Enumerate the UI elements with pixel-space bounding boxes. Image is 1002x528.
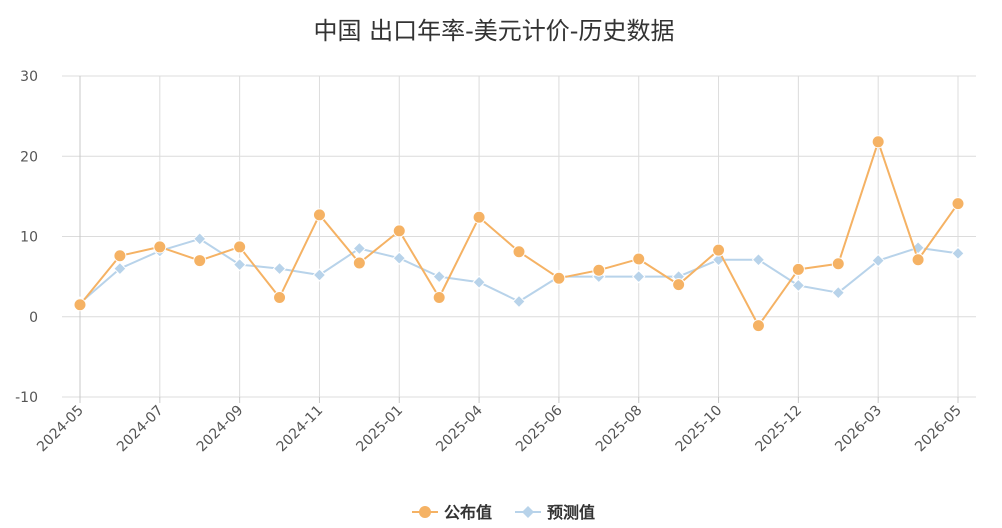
- y-tick-label: 20: [20, 149, 38, 165]
- legend-item[interactable]: 公布值: [412, 503, 492, 522]
- data-point[interactable]: [751, 319, 765, 333]
- data-point[interactable]: [632, 269, 646, 284]
- x-tick-label: 2024-11: [274, 403, 327, 456]
- y-tick-label: 10: [20, 230, 38, 246]
- data-point[interactable]: [751, 253, 766, 267]
- x-tick-label: 2024-05: [34, 403, 87, 456]
- x-tick-label: 2026-05: [912, 403, 965, 456]
- data-point[interactable]: [951, 197, 965, 211]
- data-point[interactable]: [871, 135, 885, 149]
- legend-marker: [419, 506, 431, 518]
- x-tick-label: 2025-08: [593, 403, 646, 456]
- data-point[interactable]: [232, 257, 247, 272]
- data-point[interactable]: [472, 210, 486, 224]
- data-point[interactable]: [312, 268, 327, 282]
- legend-item[interactable]: 预测值: [515, 503, 595, 522]
- data-point[interactable]: [951, 246, 965, 261]
- y-tick-label: 30: [20, 69, 38, 85]
- data-point[interactable]: [831, 257, 845, 271]
- data-point[interactable]: [73, 298, 87, 312]
- data-point[interactable]: [193, 232, 207, 246]
- data-point[interactable]: [272, 261, 287, 276]
- legend-label: 预测值: [547, 503, 595, 522]
- legend-label: 公布值: [444, 503, 492, 522]
- data-point[interactable]: [233, 240, 247, 254]
- data-point[interactable]: [592, 263, 606, 277]
- data-point[interactable]: [871, 253, 885, 268]
- data-point[interactable]: [273, 290, 287, 304]
- data-point[interactable]: [791, 262, 805, 276]
- data-point[interactable]: [911, 253, 925, 267]
- data-point[interactable]: [113, 261, 127, 276]
- x-tick-label: 2024-07: [114, 403, 167, 456]
- data-point[interactable]: [831, 285, 845, 300]
- data-point[interactable]: [552, 271, 566, 285]
- legend[interactable]: 公布值 预测值: [412, 503, 595, 522]
- data-point[interactable]: [791, 278, 806, 293]
- data-point[interactable]: [432, 269, 446, 284]
- x-tick-label: 2024-09: [194, 403, 247, 456]
- data-point[interactable]: [113, 249, 127, 263]
- data-point[interactable]: [512, 245, 526, 259]
- data-point[interactable]: [193, 254, 207, 268]
- data-point[interactable]: [352, 241, 367, 256]
- y-tick-label: 0: [29, 310, 38, 326]
- data-point[interactable]: [712, 243, 726, 257]
- data-point[interactable]: [632, 252, 646, 266]
- series-layer: [73, 135, 965, 333]
- x-tick-label: 2025-01: [353, 403, 406, 456]
- x-axis-ticks: 2024-05 2024-07 2024-09 2024-11 2025-01 2025-…: [34, 402, 965, 455]
- x-tick-label: 2025-04: [433, 402, 486, 455]
- data-point[interactable]: [392, 224, 406, 238]
- x-tick-label: 2025-06: [513, 402, 566, 455]
- series-forecast: [73, 232, 965, 310]
- chart-title: 中国 出口年率-美元计价-历史数据: [314, 17, 675, 45]
- series-actual: [73, 135, 965, 333]
- x-tick-label: 2026-03: [832, 403, 885, 456]
- data-point[interactable]: [153, 240, 167, 254]
- data-point[interactable]: [472, 275, 486, 289]
- y-tick-label: -10: [15, 390, 38, 406]
- data-point[interactable]: [432, 290, 446, 304]
- data-point[interactable]: [672, 278, 686, 292]
- x-tick-label: 2025-12: [753, 403, 806, 456]
- x-tick-label: 2025-10: [673, 403, 726, 456]
- data-point[interactable]: [392, 251, 406, 265]
- data-point[interactable]: [352, 256, 366, 270]
- y-axis-ticks: -10 0 10 20 30: [15, 69, 38, 406]
- data-point[interactable]: [312, 208, 326, 222]
- data-point[interactable]: [512, 294, 526, 309]
- legend-marker: [522, 506, 534, 518]
